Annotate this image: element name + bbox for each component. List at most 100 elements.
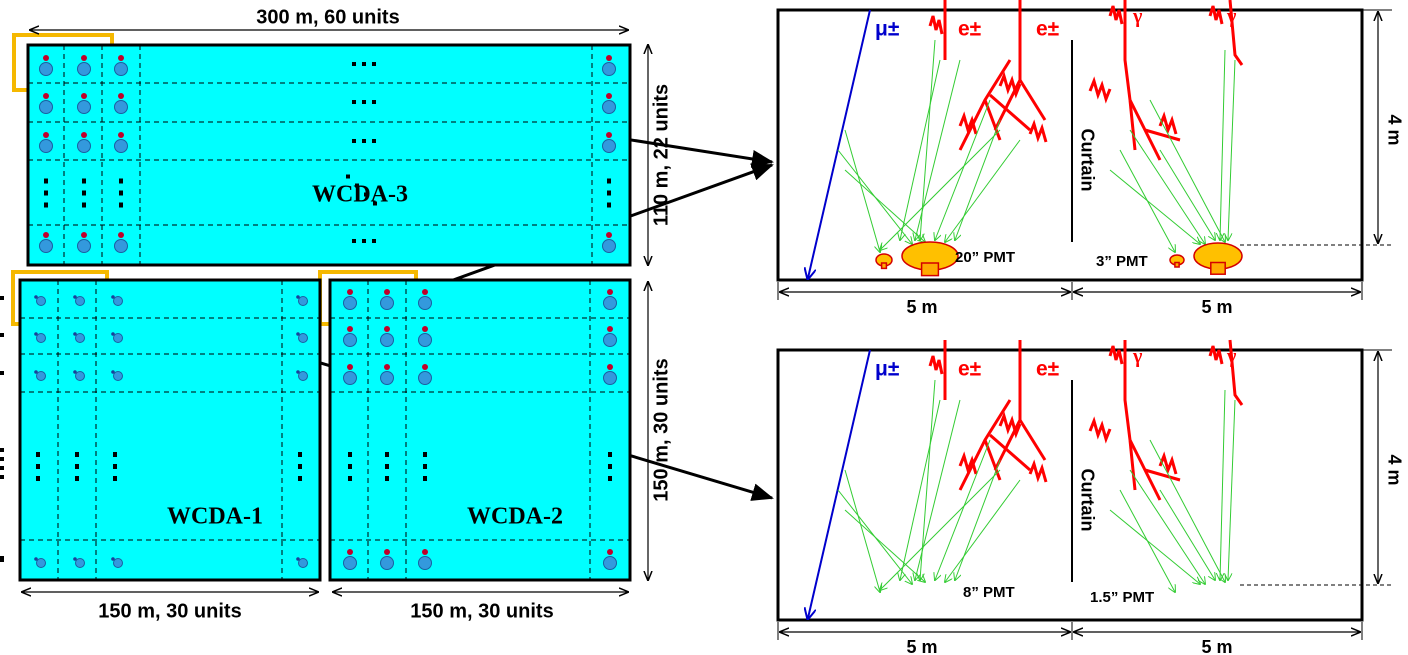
pmt-dot [347,549,353,555]
ellipsis [0,371,4,375]
pmt [603,333,617,347]
shower-track [1123,340,1132,441]
pmt [418,296,432,310]
ellipsis [607,178,611,184]
ellipsis [298,476,302,481]
pmt [380,556,394,570]
shower-track [1123,0,1132,101]
cherenkov-light [915,399,961,580]
muon-track [808,349,871,618]
pmt-small [113,558,123,568]
pmt-small [75,558,85,568]
width-label: 5 m [1201,297,1232,317]
pmt-small [75,296,85,306]
height-label: 4 m [1384,114,1404,145]
shower-track [989,93,1031,132]
pmt [343,371,357,385]
pmt [114,100,128,114]
ellipsis [385,452,389,457]
pmt-dot [118,232,124,238]
particle-label: μ± [875,358,900,381]
pmt [418,371,432,385]
side-dimension: 110 m, 22 units [650,84,672,226]
ellipsis [119,178,123,184]
pmt-dot [34,557,38,561]
ellipsis [348,464,352,469]
pmt-dot [606,93,612,99]
shower-track [1228,339,1244,406]
pmt [114,239,128,253]
pmt-dot [118,132,124,138]
ellipsis [362,62,366,66]
ellipsis [0,475,4,479]
cherenkov-light [1119,149,1175,252]
ellipsis [75,464,79,469]
pmt-dot [384,326,390,332]
particle-label: μ± [875,18,900,41]
pmt-dot [384,549,390,555]
pmt-dot [43,93,49,99]
ellipsis [44,202,48,208]
ellipsis [0,457,4,461]
shower-track [1144,128,1181,142]
pmt [418,333,432,347]
ellipsis [423,452,427,457]
pond [26,43,632,267]
ellipsis [82,202,86,208]
shower-track [1128,99,1162,161]
pmt-dot [606,55,612,61]
pmt-dot [34,332,38,336]
pmt [380,333,394,347]
shower-track [1018,340,1047,461]
shower-track [1228,0,1244,66]
ellipsis [352,139,356,143]
pmt [380,371,394,385]
ellipsis [608,452,612,457]
shower-track [1208,345,1224,365]
cherenkov-light [1149,439,1225,582]
pmt-dot [384,364,390,370]
pmt-small [75,333,85,343]
pmt-base [1210,261,1226,275]
curtain-label: Curtain [1077,469,1097,532]
cherenkov-light [900,399,941,580]
ellipsis [0,466,4,470]
particle-label: e± [958,358,982,381]
cherenkov-light [935,439,991,580]
particle-label: γ [1132,6,1143,28]
ellipsis [352,100,356,104]
cherenkov-light [1109,509,1200,584]
pmt-dot [606,132,612,138]
pond [328,278,632,582]
pmt [602,139,616,153]
pmt-dot [81,93,87,99]
shower-track [1018,0,1047,121]
ellipsis [385,464,389,469]
ellipsis [298,452,302,457]
shower-track [928,15,944,35]
ellipsis [36,464,40,469]
ellipsis [113,476,117,481]
pond-label: WCDA-1 [167,504,263,530]
cherenkov-light [844,469,880,592]
ellipsis [82,190,86,196]
pmt-dot [111,295,115,299]
pmt-label: 8” PMT [963,584,1015,601]
pmt-small [36,333,46,343]
ellipsis [385,476,389,481]
ellipsis [113,464,117,469]
pmt-dot [43,55,49,61]
ellipsis [0,296,4,300]
ellipsis [607,202,611,208]
ellipsis [355,183,359,188]
pmt-small [113,333,123,343]
shower-track [1088,416,1112,444]
ellipsis [348,476,352,481]
pmt-dot [296,332,300,336]
ellipsis [82,178,86,184]
pmt [39,239,53,253]
muon-track [808,9,871,278]
ellipsis [113,452,117,457]
ellipsis [608,476,612,481]
ellipsis [348,452,352,457]
